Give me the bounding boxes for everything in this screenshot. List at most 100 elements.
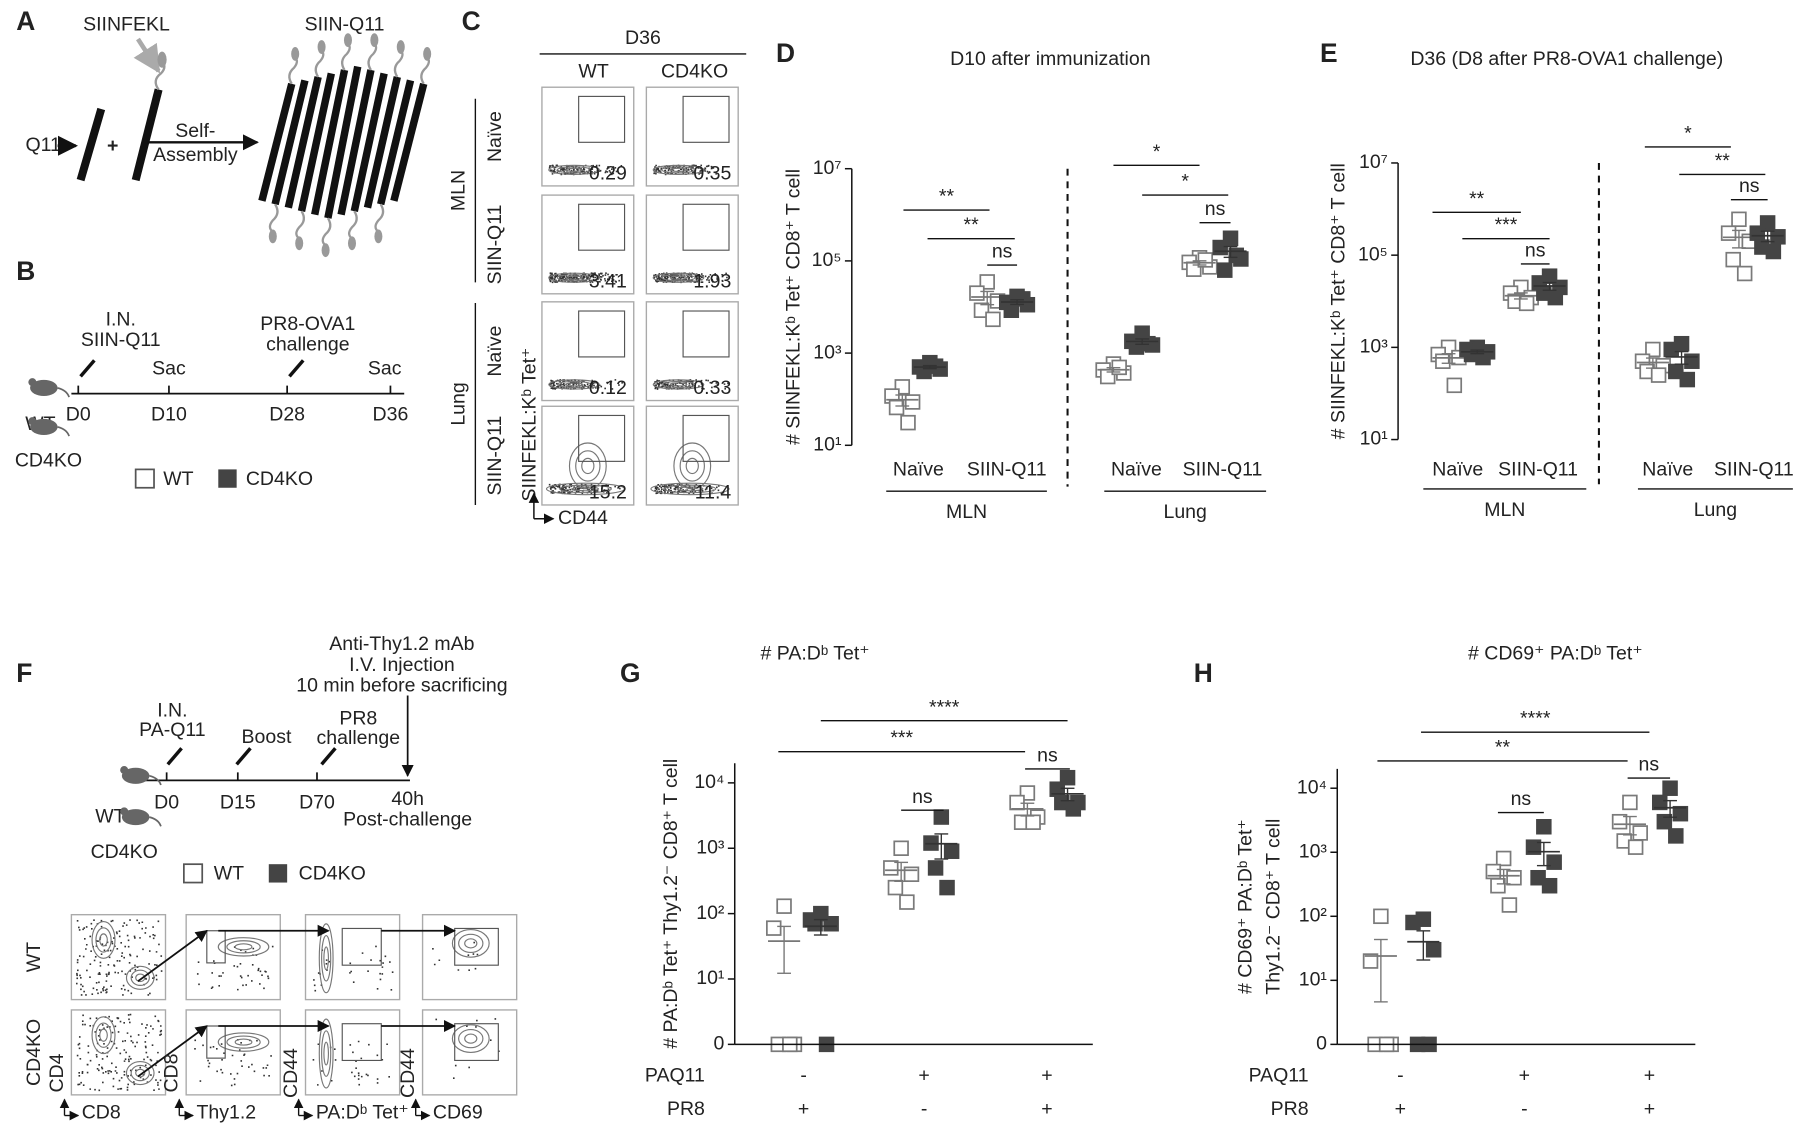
panel-letter: A — [16, 6, 35, 36]
flow-contour — [234, 1038, 253, 1046]
flow-contour — [669, 382, 688, 387]
flow-axis-label: CD69 — [433, 1101, 483, 1123]
condition-value: + — [1041, 1065, 1052, 1087]
significance-label: ns — [1205, 198, 1226, 220]
mouse-icon — [121, 809, 150, 826]
data-point — [939, 879, 955, 896]
legend-label: WT — [163, 468, 193, 490]
data-point — [1373, 908, 1389, 925]
flow-contour — [652, 164, 705, 176]
flow-contour — [661, 166, 696, 174]
flow-contour — [685, 457, 699, 475]
syringe-icon — [79, 359, 96, 378]
flow-contour — [556, 166, 592, 174]
panel-letter: E — [1320, 38, 1338, 68]
mouse-icon — [121, 767, 150, 784]
day-label: D15 — [220, 792, 256, 814]
data-point — [900, 414, 916, 431]
flow-axis-label: CD4 — [46, 1053, 68, 1092]
section-label: MLN — [1484, 499, 1525, 521]
chart-title: # CD69⁺ PA:Dᵇ Tet⁺ — [1468, 642, 1643, 664]
chart-title: # PA:Dᵇ Tet⁺ — [761, 642, 870, 664]
significance-label: **** — [929, 696, 960, 718]
flow-contour — [217, 937, 270, 957]
flow-contour — [575, 450, 601, 482]
gating-arrow — [137, 1025, 208, 1078]
flow-gate — [578, 95, 626, 143]
data-point — [807, 916, 823, 932]
significance-label: ns — [1525, 239, 1546, 261]
flow-plot-frame — [70, 913, 167, 1001]
y-axis-label: # SIINFEKL:Kᵇ Tet⁺ CD8⁺ T cell — [1328, 163, 1350, 439]
mouse-tail — [57, 426, 70, 437]
fiber-bar — [377, 79, 415, 206]
day-label: D0 — [154, 792, 179, 814]
condition-label: PR8 — [667, 1098, 705, 1120]
row-label: WT — [23, 942, 45, 972]
flow-dots — [432, 941, 479, 972]
data-point — [933, 809, 950, 825]
flow-gate — [454, 927, 499, 966]
data-point — [927, 860, 944, 876]
data-point — [1645, 341, 1661, 358]
significance-label: ** — [1495, 736, 1511, 758]
data-point — [1731, 211, 1747, 228]
flow-contour — [565, 275, 583, 280]
fiber-tail — [374, 203, 385, 233]
significance-label: ** — [939, 186, 955, 208]
data-point — [1525, 839, 1542, 855]
flow-contour — [548, 164, 600, 176]
flow-contour — [652, 272, 705, 283]
fiber-bar — [297, 72, 335, 212]
flow-gate — [578, 414, 626, 462]
y-tick-label: 10³ — [696, 836, 725, 858]
y-tick-label: 10³ — [1360, 336, 1389, 358]
panel-letter: F — [16, 658, 32, 688]
data-point — [899, 894, 915, 910]
flow-dots — [75, 919, 163, 996]
section-label: Lung — [1694, 499, 1737, 521]
gate-percentage: 3.41 — [589, 270, 627, 292]
fiber-head — [343, 33, 352, 48]
flow-contour — [663, 484, 717, 494]
x-tick-label: Naïve — [1111, 459, 1162, 481]
y-tick-label: 0 — [714, 1033, 725, 1055]
significance-label: ns — [1037, 744, 1058, 766]
fiber-head — [291, 47, 300, 61]
fiber-head — [374, 229, 383, 244]
y-tick-label: 10⁷ — [813, 157, 842, 179]
y-axis-label: Thy1.2⁻ CD8⁺ T cell — [1262, 819, 1284, 995]
flow-contour — [669, 275, 688, 280]
y-tick-label: 10⁴ — [1297, 776, 1327, 798]
mouse-icon — [120, 766, 129, 775]
mouse-label: CD4KO — [15, 450, 82, 472]
flow-contour — [99, 1028, 108, 1042]
fiber-bar — [258, 82, 296, 202]
flow-contour — [318, 923, 334, 994]
flow-contour — [91, 920, 116, 959]
flow-contour — [559, 484, 612, 494]
fiber-head — [268, 229, 277, 244]
post-label: Post-challenge — [343, 809, 472, 831]
gate-percentage: 0.35 — [693, 163, 731, 185]
legend-label: WT — [214, 863, 244, 885]
data-point — [943, 843, 960, 859]
fiber-bar — [350, 72, 388, 212]
flow-contour — [130, 1064, 150, 1082]
syringe-icon — [166, 747, 183, 766]
flow-contour — [234, 943, 253, 951]
data-point — [1622, 794, 1638, 811]
significance-label: **** — [1520, 708, 1551, 730]
panel-letter: B — [16, 256, 35, 286]
condition-value: + — [1041, 1098, 1052, 1120]
flow-contour — [458, 1028, 484, 1049]
data-point — [1003, 302, 1020, 318]
treatment-label: 10 min before sacrificing — [296, 674, 507, 696]
fiber-tail — [268, 203, 279, 233]
section-label: Lung — [1163, 501, 1206, 523]
boost-label: Boost — [242, 726, 292, 748]
fiber-bar — [311, 69, 349, 216]
data-point — [1627, 839, 1644, 855]
x-tick-label: SIIN-Q11 — [1714, 459, 1794, 481]
flow-contour — [318, 1018, 334, 1089]
